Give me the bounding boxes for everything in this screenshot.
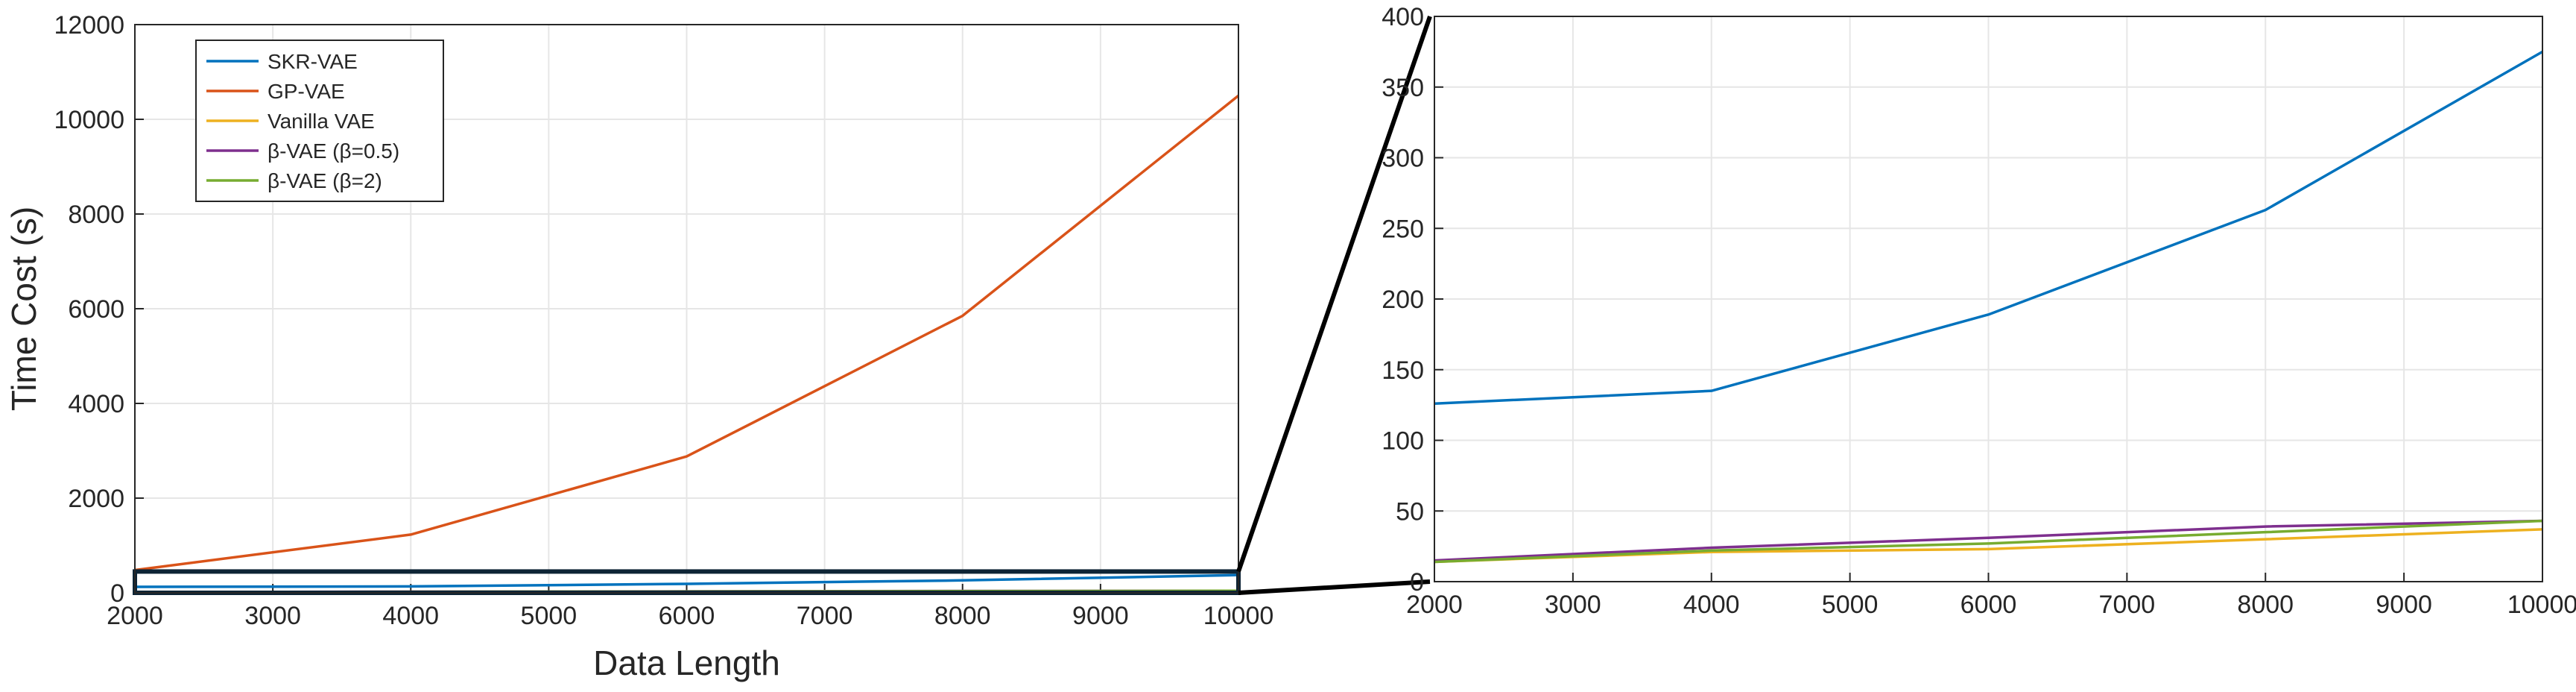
- main-x-tick-label: 3000: [244, 602, 301, 630]
- zoom-x-tick-label: 9000: [2376, 591, 2432, 619]
- zoom-x-tick-label: 7000: [2099, 591, 2156, 619]
- zoom-axes-frame: [1434, 16, 2543, 582]
- zoom-gridlines: [1434, 16, 2543, 582]
- zoom-x-tick-label: 6000: [1961, 591, 2017, 619]
- zoom-chart: 2000 3000 4000 5000 6000 7000 8000 9000 10000 0 5…: [1382, 3, 2576, 619]
- main-y-axis-label: Time Cost (s): [4, 207, 43, 411]
- zoom-y-tick-label: 300: [1382, 145, 1424, 173]
- zoom-y-tick-label: 200: [1382, 286, 1424, 314]
- zoom-x-tick-label: 5000: [1822, 591, 1879, 619]
- zoom-series-line-3: [1434, 519, 2543, 564]
- main-x-tick-label: 6000: [659, 602, 715, 630]
- zoom-y-tick-label: 100: [1382, 427, 1424, 456]
- main-y-tick-label: 6000: [68, 295, 124, 324]
- main-y-tick-labels: 0 2000 4000 6000 8000 10000 12000: [54, 11, 124, 608]
- zoom-y-tick-label: 400: [1382, 3, 1424, 31]
- legend-entry-4: β-VAE (β=2): [268, 169, 382, 192]
- zoom-y-tick-label: 250: [1382, 215, 1424, 243]
- main-y-tick-label: 8000: [68, 201, 124, 229]
- main-x-tick-label: 10000: [1203, 602, 1274, 630]
- main-y-tick-label: 4000: [68, 390, 124, 418]
- zoom-series-line-2: [1434, 519, 2543, 562]
- main-y-tick-label: 10000: [54, 106, 124, 134]
- legend-entry-3: β-VAE (β=0.5): [268, 139, 399, 163]
- legend-entry-1: GP-VAE: [268, 80, 345, 103]
- zoom-series-lines: [1434, 50, 2543, 564]
- main-y-tick-label: 0: [110, 579, 124, 608]
- main-x-tick-label: 7000: [797, 602, 853, 630]
- zoom-x-tick-labels: 2000 3000 4000 5000 6000 7000 8000 9000 10000: [1406, 591, 2576, 619]
- zoom-y-tick-label: 150: [1382, 356, 1424, 385]
- main-x-tick-label: 8000: [934, 602, 991, 630]
- zoom-series-line-0: [1434, 50, 2543, 405]
- main-series-line-0: [134, 573, 1239, 588]
- zoom-x-tick-label: 2000: [1406, 591, 1463, 619]
- main-x-tick-labels: 2000 3000 4000 5000 6000 7000 8000 9000 10000: [107, 602, 1273, 630]
- zoom-y-tick-label: 50: [1396, 497, 1424, 526]
- zoom-connector-bottom: [1238, 579, 1431, 595]
- zoom-y-tick-labels: 0 50 100 150 200 250 300 350 400: [1382, 3, 1424, 597]
- main-axes-frame: [134, 24, 1239, 594]
- zoom-x-tick-label: 3000: [1545, 591, 1601, 619]
- zoom-x-tick-label: 4000: [1683, 591, 1740, 619]
- main-y-tick-label: 12000: [54, 11, 124, 40]
- legend-entry-2: Vanilla VAE: [268, 110, 375, 133]
- main-x-axis-label: Data Length: [593, 644, 780, 682]
- zoom-y-tick-label: 350: [1382, 74, 1424, 102]
- legend-entry-0: SKR-VAE: [268, 50, 358, 73]
- main-x-tick-label: 5000: [521, 602, 577, 630]
- zoom-y-tick-label: 0: [1410, 568, 1424, 597]
- zoom-x-tick-label: 10000: [2507, 591, 2576, 619]
- main-x-tick-label: 9000: [1072, 602, 1129, 630]
- main-x-tick-label: 4000: [382, 602, 439, 630]
- zoom-connector-lines: [1236, 16, 1432, 595]
- main-chart: 2000 3000 4000 5000 6000 7000 8000 9000 10000 02…: [4, 11, 1273, 682]
- legend: SKR-VAE GP-VAE Vanilla VAE β-VAE (β=0.5) β-V…: [195, 40, 444, 202]
- main-y-tick-label: 2000: [68, 485, 124, 513]
- main-x-tick-label: 2000: [107, 602, 163, 630]
- zoom-connector-top: [1236, 16, 1432, 573]
- zoom-x-tick-label: 8000: [2237, 591, 2294, 619]
- main-series-line-1: [134, 94, 1240, 572]
